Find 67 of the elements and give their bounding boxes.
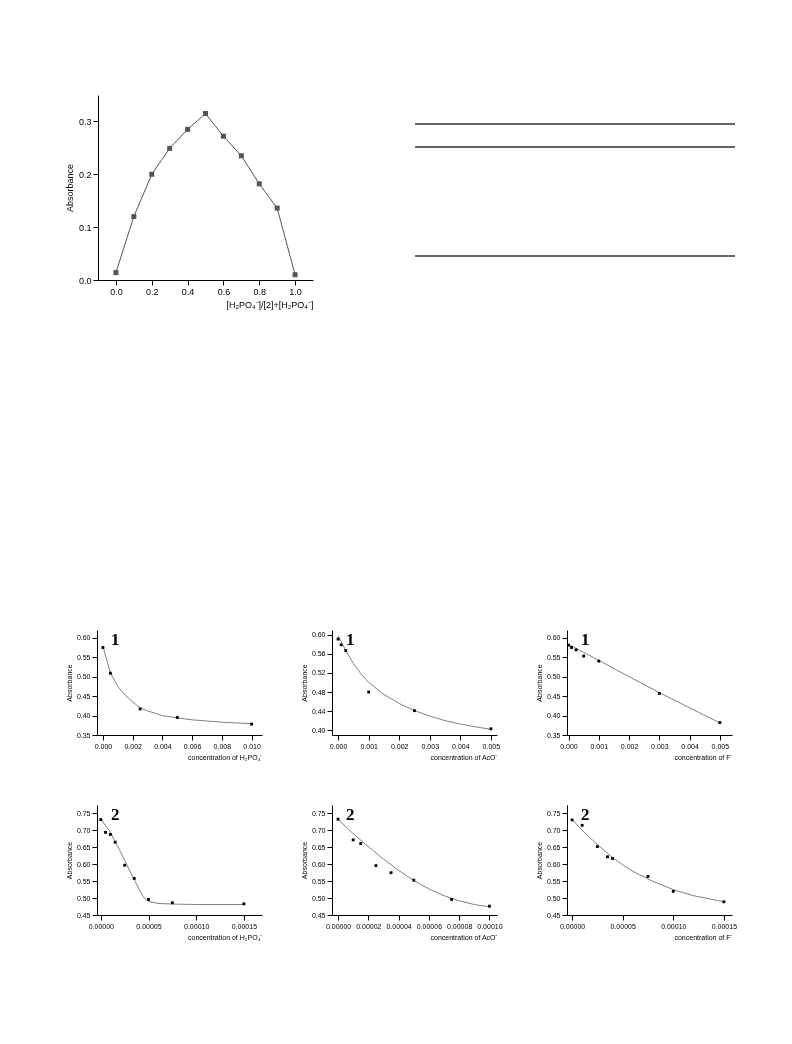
y-axis-title: Absorbance	[64, 163, 75, 213]
point	[611, 857, 614, 860]
y-tick-label: 0.1	[78, 222, 92, 233]
point	[412, 878, 416, 882]
y-tick-label: 0.2	[78, 169, 92, 180]
point	[657, 691, 661, 695]
x-tick-label: 0.6	[217, 286, 231, 297]
point	[242, 902, 246, 906]
point	[132, 877, 136, 880]
point	[567, 643, 570, 647]
annotation: 2	[346, 805, 355, 824]
annotation: 1	[581, 630, 590, 649]
point	[108, 671, 112, 675]
point	[570, 646, 573, 649]
point	[606, 855, 609, 859]
annotation: 2	[581, 805, 590, 824]
point	[671, 889, 675, 893]
point	[413, 709, 416, 713]
point	[597, 659, 601, 663]
line-series	[100, 818, 245, 906]
point	[595, 845, 599, 849]
point	[488, 904, 491, 908]
point	[185, 126, 191, 132]
line-series	[571, 818, 725, 903]
x-tick-label: 0.0	[110, 286, 123, 297]
point	[220, 133, 226, 139]
annotation: 1	[346, 630, 355, 649]
y-tick-label: 0.3	[78, 116, 92, 127]
point	[351, 838, 355, 842]
point	[274, 205, 280, 211]
y-tick-label: 0.0	[78, 275, 92, 286]
point	[113, 840, 117, 844]
x-tick-label: 0.4	[181, 286, 195, 297]
point	[256, 181, 262, 187]
point	[167, 145, 173, 151]
point	[580, 823, 584, 827]
line-series	[337, 818, 490, 908]
point	[718, 721, 722, 724]
line-series	[337, 635, 492, 730]
x-tick-label: 0.8	[253, 286, 267, 297]
point	[175, 716, 179, 719]
point	[292, 272, 298, 278]
x-axis-title: [H₂PO₄⁻]/[2]+[H₂PO₄⁻]	[226, 299, 314, 310]
x-tick-label: 1.0	[289, 286, 302, 297]
point	[250, 722, 254, 726]
point	[149, 171, 155, 177]
point	[344, 649, 348, 652]
point	[359, 842, 363, 845]
point	[339, 643, 343, 647]
point	[147, 898, 150, 901]
point	[489, 727, 493, 731]
point	[99, 818, 103, 821]
point	[238, 153, 244, 159]
point	[374, 864, 378, 867]
point	[108, 833, 112, 836]
point	[450, 898, 453, 901]
point	[170, 901, 174, 905]
annotation: 2	[111, 805, 120, 824]
point	[104, 831, 107, 834]
point	[203, 111, 208, 116]
x-tick-label: 0.2	[145, 286, 159, 297]
point	[131, 214, 137, 220]
line-series	[568, 643, 721, 724]
point	[123, 863, 127, 867]
point	[722, 900, 726, 904]
annotation: 1	[111, 630, 120, 649]
point	[113, 270, 119, 276]
